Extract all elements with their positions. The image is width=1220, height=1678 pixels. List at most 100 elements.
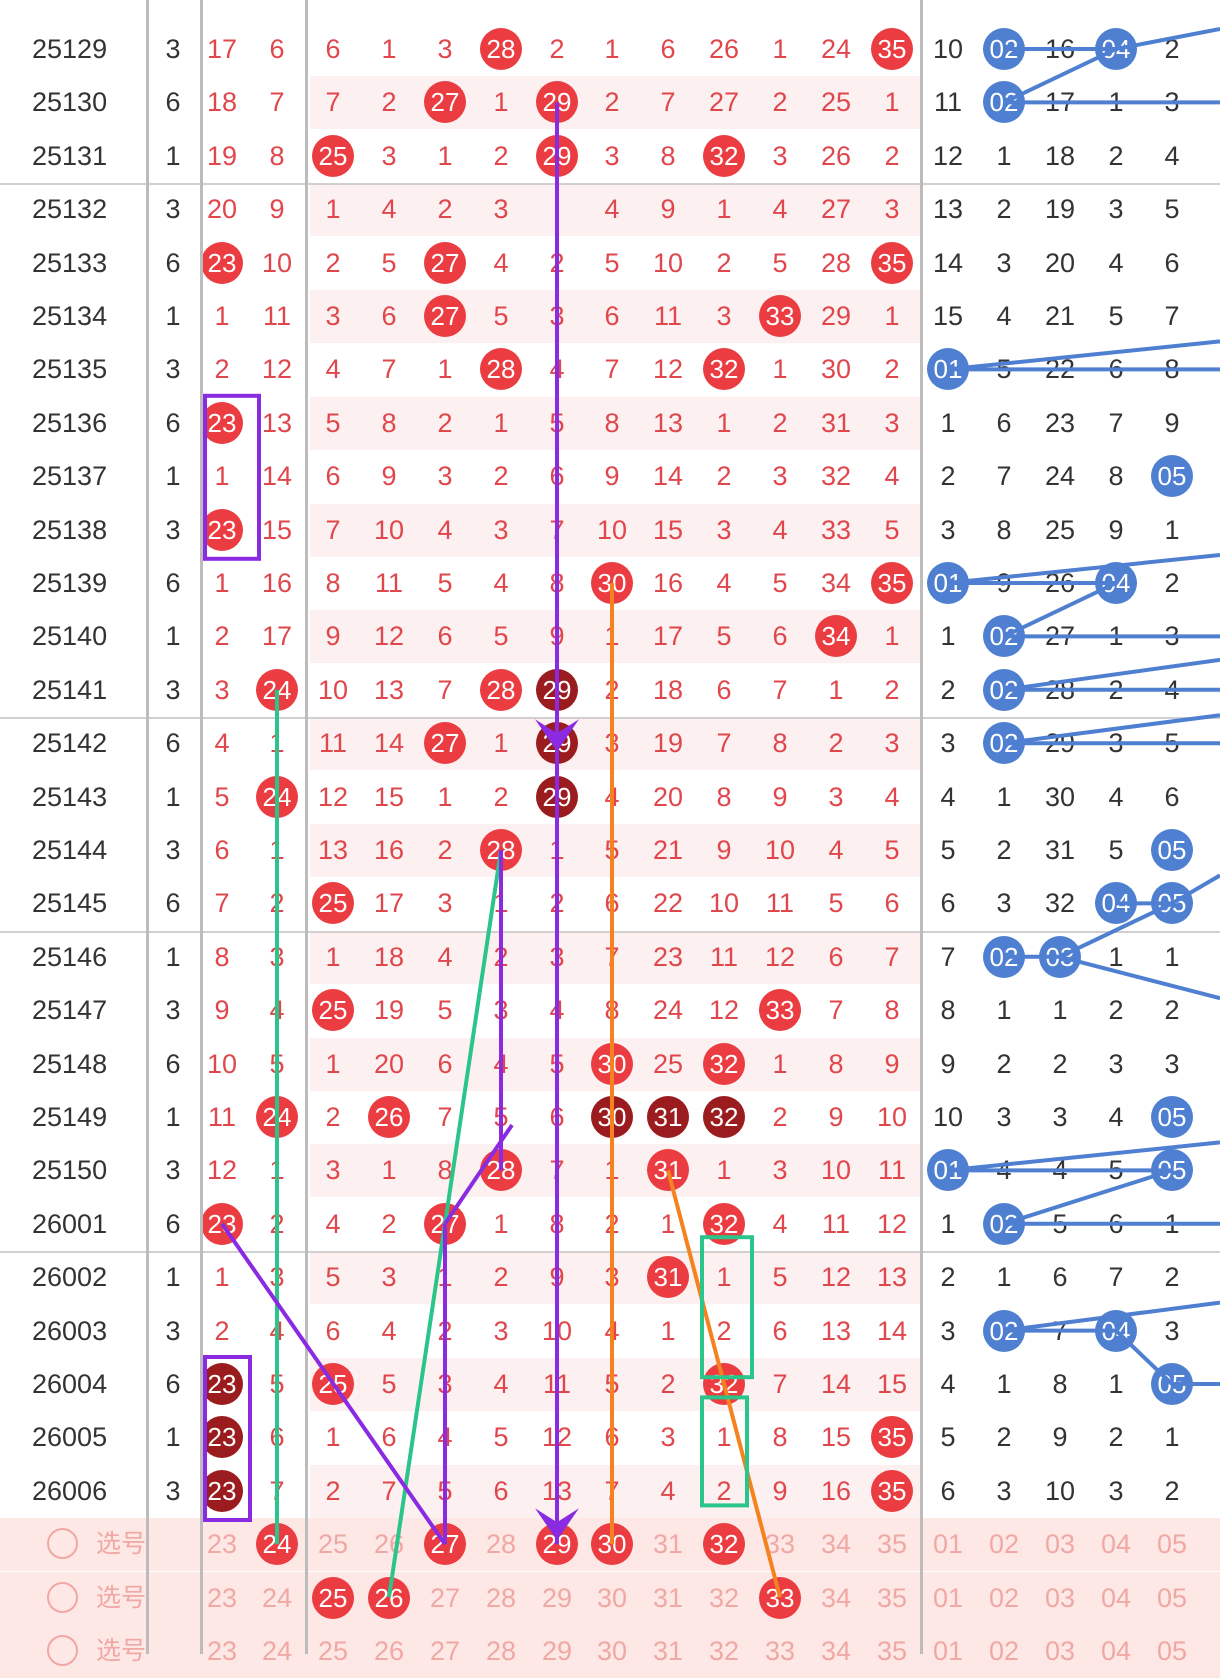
miss-count: 13 [876,1262,908,1293]
miss-count: 30 [1044,781,1076,812]
table-row: 2513832315710437101534335382591 [0,503,1220,557]
miss-count: 16 [261,568,293,598]
miss-count: 3 [660,1422,676,1453]
footer-number[interactable]: 28 [485,1582,517,1613]
miss-count: 5 [772,1262,788,1293]
select-radio[interactable] [47,1581,78,1613]
red-ball: 35 [871,241,913,284]
footer-number[interactable]: 27 [429,1582,461,1613]
footer-number[interactable]: 23 [206,1529,238,1560]
footer-number[interactable]: 35 [876,1529,908,1560]
miss-count: 5 [437,995,453,1026]
red-ball: 28 [480,28,522,70]
red-ball: 25 [312,882,354,925]
period-number: 25137 [32,461,108,492]
miss-count: 18 [206,87,238,118]
footer-number[interactable]: 03 [1044,1582,1076,1613]
miss-count: 10 [708,888,740,919]
miss-count: 2 [214,621,230,652]
footer-number[interactable]: 05 [1156,1529,1188,1560]
footer-selected-ball[interactable]: 33 [759,1576,801,1619]
miss-count: 2 [214,1315,230,1346]
blue-ball: 05 [1151,455,1193,498]
row-tint [310,503,920,557]
footer-selected-ball[interactable]: 32 [703,1523,745,1566]
footer-number[interactable]: 32 [708,1582,740,1613]
row-divider [0,183,1220,186]
miss-count: 12 [206,1155,238,1186]
footer-number[interactable]: 01 [932,1529,964,1560]
table-row: 25132 3 20 9 1 4 2 3 4 9 1 4 27 3 13 2 19 3 5 [0,183,1220,237]
trend-line-blue [947,339,1220,372]
miss-count: 23 [652,941,684,972]
miss-count: 4 [940,1369,956,1399]
footer-number[interactable]: 23 [206,1582,238,1613]
miss-count: 4 [884,781,900,812]
miss-count: 1 [381,34,397,64]
select-radio[interactable] [47,1528,78,1560]
sum-value: 6 [165,247,181,278]
footer-selected-ball[interactable]: 25 [312,1576,354,1619]
miss-count: 2 [1108,140,1124,171]
red-ball: 27 [424,81,466,124]
miss-count: 6 [269,34,285,64]
footer-number[interactable]: 30 [596,1582,628,1613]
footer-number[interactable]: 01 [932,1582,964,1613]
table-row: 25129 3 17 6 6 1 3 28 2 1 6 26 1 24 35 10 02 16 04 2 [0,23,1220,76]
sum-value: 3 [165,354,181,385]
selection-row[interactable]: 选号 23 24 25 26 27 28 29 30 31 32 33 34 35 01 02 03 04 05 [0,1571,1220,1625]
miss-count: 3 [772,461,788,492]
footer-number[interactable]: 25 [317,1529,349,1560]
miss-count: 11 [374,568,404,598]
footer-number[interactable]: 05 [1156,1582,1188,1613]
footer-number[interactable]: 28 [485,1529,517,1560]
row-tint [310,290,920,343]
miss-count: 20 [373,1048,405,1079]
miss-count: 30 [820,354,852,385]
period-number: 26005 [32,1422,108,1453]
miss-count: 15 [373,781,405,812]
miss-count: 6 [940,1475,956,1506]
miss-count: 1 [325,941,341,972]
trend-line-blue [947,1140,1220,1173]
miss-count: 14 [932,247,964,278]
footer-number[interactable]: 24 [261,1582,293,1613]
miss-count: 4 [1108,781,1124,812]
miss-count: 1 [214,1262,230,1293]
footer-number[interactable]: 35 [876,1582,908,1613]
sum-value: 6 [165,888,181,919]
miss-count: 25 [652,1048,684,1079]
footer-number[interactable]: 02 [988,1529,1020,1560]
footer-selected-ball[interactable]: 26 [368,1576,410,1619]
miss-count: 6 [493,1475,509,1506]
miss-count: 5 [493,1422,509,1453]
miss-count: 3 [1052,1102,1068,1132]
miss-count: 6 [325,1315,341,1346]
footer-number[interactable]: 29 [541,1582,573,1613]
miss-count: 1 [716,407,732,438]
period-number: 25143 [32,781,108,812]
miss-count: 14 [876,1315,908,1346]
miss-count: 1 [996,995,1012,1026]
miss-count: 9 [381,461,397,492]
trend-line-blue [1003,47,1117,105]
miss-count: 4 [437,514,453,545]
miss-count: 1 [437,354,453,385]
miss-count: 31 [1044,835,1076,865]
footer-number[interactable]: 34 [820,1529,852,1560]
footer-number[interactable]: 02 [988,1582,1020,1613]
miss-count: 1 [716,1155,732,1186]
footer-number[interactable]: 31 [652,1529,684,1560]
footer-number[interactable]: 04 [1100,1529,1132,1560]
miss-count: 11 [877,1155,907,1186]
footer-number[interactable]: 34 [820,1582,852,1613]
miss-count: 4 [996,301,1012,331]
miss-count: 10 [373,514,405,545]
miss-count: 3 [381,1262,397,1293]
miss-count: 1 [1164,514,1180,545]
miss-count: 5 [884,514,900,545]
miss-count: 9 [1164,407,1180,438]
footer-number[interactable]: 03 [1044,1529,1076,1560]
footer-number[interactable]: 31 [652,1582,684,1613]
footer-number[interactable]: 04 [1100,1582,1132,1613]
